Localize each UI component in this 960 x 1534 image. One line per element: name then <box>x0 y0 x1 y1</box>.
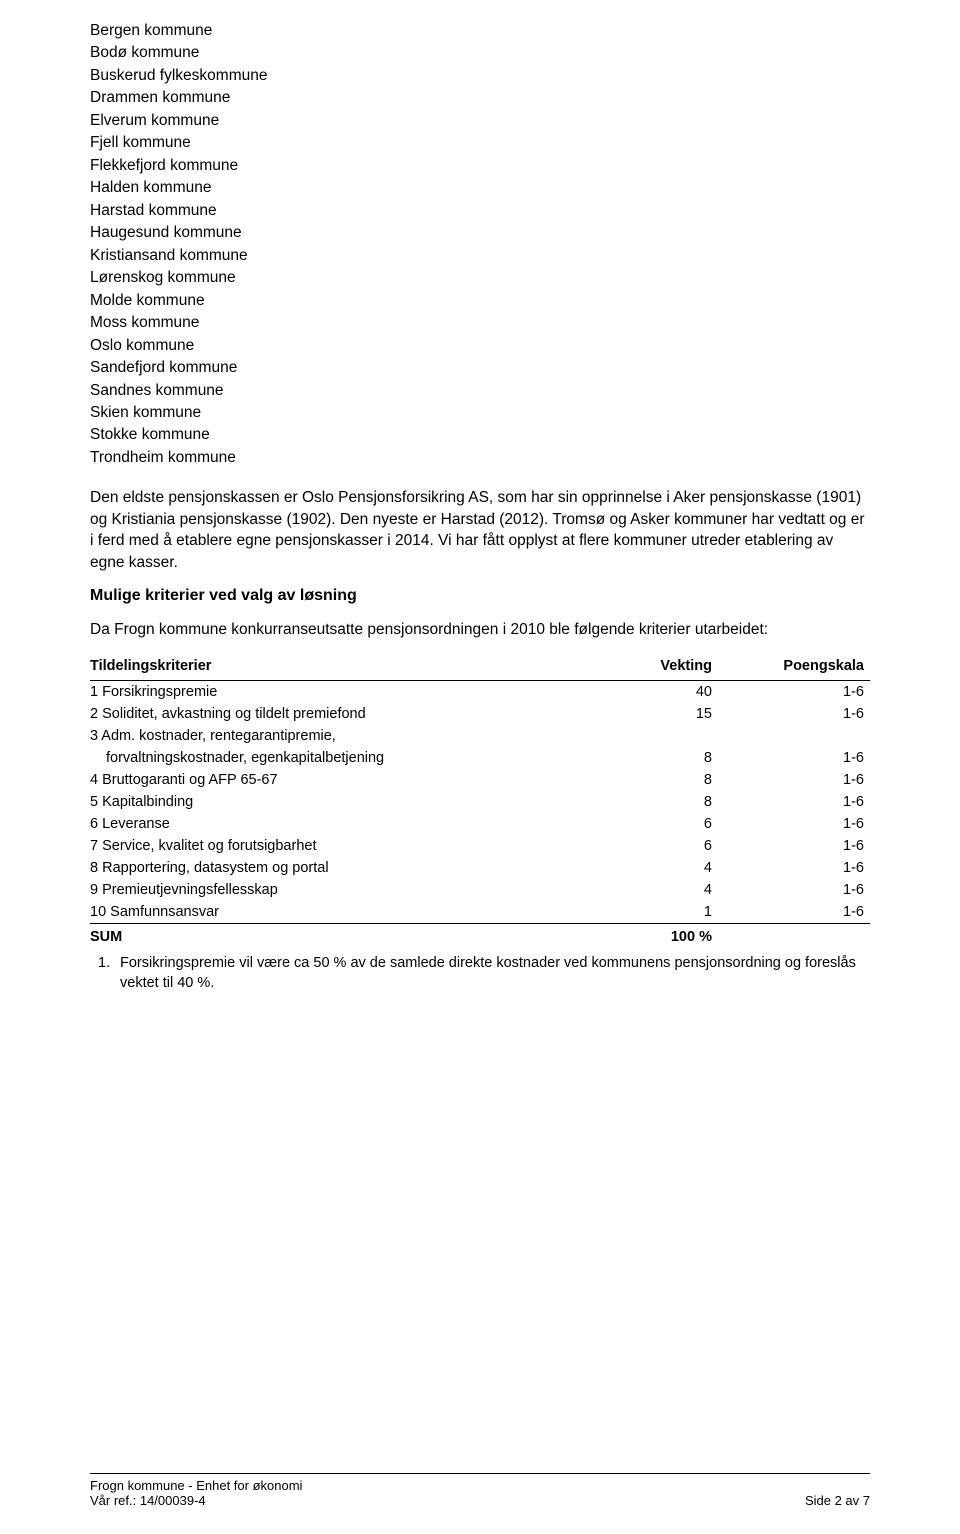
kommune-item: Buskerud fylkeskommune <box>90 65 870 87</box>
col-header-vekting: Vekting <box>617 654 718 681</box>
table-row: 10 Samfunnsansvar11-6 <box>90 901 870 924</box>
kommune-item: Oslo kommune <box>90 335 870 357</box>
cell-label: forvaltningskostnader, egenkapitalbetjen… <box>90 747 617 769</box>
footnote-text: Forsikringspremie vil være ca 50 % av de… <box>120 955 856 991</box>
cell-vekting: 4 <box>617 857 718 879</box>
cell-label: 5 Kapitalbinding <box>90 791 617 813</box>
cell-label: 6 Leveranse <box>90 813 617 835</box>
footnote-number: 1. <box>98 954 120 974</box>
kommune-item: Stokke kommune <box>90 424 870 446</box>
cell-poengskala: 1-6 <box>718 857 870 879</box>
kommune-item: Drammen kommune <box>90 87 870 109</box>
cell-poengskala: 1-6 <box>718 747 870 769</box>
cell-label: 9 Premieutjevningsfellesskap <box>90 879 617 901</box>
cell-vekting <box>617 725 718 747</box>
footnote: 1.Forsikringspremie vil være ca 50 % av … <box>90 954 870 993</box>
kommune-item: Harstad kommune <box>90 200 870 222</box>
cell-vekting: 4 <box>617 879 718 901</box>
cell-label: 4 Bruttogaranti og AFP 65-67 <box>90 769 617 791</box>
kommune-item: Molde kommune <box>90 290 870 312</box>
page-footer: Frogn kommune - Enhet for økonomi Vår re… <box>90 1473 870 1508</box>
table-row: 4 Bruttogaranti og AFP 65-6781-6 <box>90 769 870 791</box>
kommune-item: Bergen kommune <box>90 20 870 42</box>
table-header-row: Tildelingskriterier Vekting Poengskala <box>90 654 870 681</box>
cell-poengskala: 1-6 <box>718 791 870 813</box>
paragraph-criteria-intro: Da Frogn kommune konkurranseutsatte pens… <box>90 619 870 640</box>
kommune-item: Moss kommune <box>90 312 870 334</box>
cell-poengskala: 1-6 <box>718 703 870 725</box>
table-row: 8 Rapportering, datasystem og portal41-6 <box>90 857 870 879</box>
cell-vekting: 8 <box>617 747 718 769</box>
kommune-list: Bergen kommuneBodø kommuneBuskerud fylke… <box>90 20 870 469</box>
footnote-item: 1.Forsikringspremie vil være ca 50 % av … <box>120 954 870 993</box>
cell-vekting: 8 <box>617 769 718 791</box>
cell-vekting: 6 <box>617 813 718 835</box>
cell-poengskala: 1-6 <box>718 769 870 791</box>
kommune-item: Elverum kommune <box>90 110 870 132</box>
cell-vekting: 6 <box>617 835 718 857</box>
cell-sum-label: SUM <box>90 924 617 949</box>
table-row: 6 Leveranse61-6 <box>90 813 870 835</box>
kommune-item: Sandnes kommune <box>90 380 870 402</box>
kommune-item: Trondheim kommune <box>90 447 870 469</box>
cell-poengskala: 1-6 <box>718 813 870 835</box>
page: Bergen kommuneBodø kommuneBuskerud fylke… <box>0 0 960 1534</box>
table-row: 3 Adm. kostnader, rentegarantipremie, <box>90 725 870 747</box>
footer-page: Side 2 av 7 <box>805 1493 870 1508</box>
kommune-item: Bodø kommune <box>90 42 870 64</box>
kommune-item: Halden kommune <box>90 177 870 199</box>
table-sum-row: SUM100 % <box>90 924 870 949</box>
table-row: 5 Kapitalbinding81-6 <box>90 791 870 813</box>
table-row: 9 Premieutjevningsfellesskap41-6 <box>90 879 870 901</box>
cell-label: 1 Forsikringspremie <box>90 681 617 704</box>
footer-ref: Vår ref.: 14/00039-4 <box>90 1493 206 1508</box>
cell-sum-vekting: 100 % <box>617 924 718 949</box>
kommune-item: Kristiansand kommune <box>90 245 870 267</box>
kommune-item: Fjell kommune <box>90 132 870 154</box>
cell-poengskala <box>718 725 870 747</box>
cell-vekting: 1 <box>617 901 718 924</box>
cell-label: 8 Rapportering, datasystem og portal <box>90 857 617 879</box>
table-row: 7 Service, kvalitet og forutsigbarhet61-… <box>90 835 870 857</box>
cell-label: 3 Adm. kostnader, rentegarantipremie, <box>90 725 617 747</box>
table-row: 2 Soliditet, avkastning og tildelt premi… <box>90 703 870 725</box>
col-header-kriterier: Tildelingskriterier <box>90 654 617 681</box>
cell-poengskala: 1-6 <box>718 681 870 704</box>
cell-label: 7 Service, kvalitet og forutsigbarhet <box>90 835 617 857</box>
footer-org: Frogn kommune - Enhet for økonomi <box>90 1478 870 1493</box>
subheading-criteria: Mulige kriterier ved valg av løsning <box>90 587 870 605</box>
criteria-table: Tildelingskriterier Vekting Poengskala 1… <box>90 654 870 948</box>
table-row: 1 Forsikringspremie401-6 <box>90 681 870 704</box>
table-row: forvaltningskostnader, egenkapitalbetjen… <box>90 747 870 769</box>
cell-label: 10 Samfunnsansvar <box>90 901 617 924</box>
paragraph-history: Den eldste pensjonskassen er Oslo Pensjo… <box>90 487 870 573</box>
kommune-item: Flekkefjord kommune <box>90 155 870 177</box>
cell-vekting: 8 <box>617 791 718 813</box>
cell-vekting: 15 <box>617 703 718 725</box>
cell-poengskala: 1-6 <box>718 835 870 857</box>
kommune-item: Skien kommune <box>90 402 870 424</box>
kommune-item: Haugesund kommune <box>90 222 870 244</box>
cell-sum-poengskala <box>718 924 870 949</box>
cell-vekting: 40 <box>617 681 718 704</box>
kommune-item: Lørenskog kommune <box>90 267 870 289</box>
cell-label: 2 Soliditet, avkastning og tildelt premi… <box>90 703 617 725</box>
cell-poengskala: 1-6 <box>718 879 870 901</box>
kommune-item: Sandefjord kommune <box>90 357 870 379</box>
cell-poengskala: 1-6 <box>718 901 870 924</box>
col-header-poengskala: Poengskala <box>718 654 870 681</box>
